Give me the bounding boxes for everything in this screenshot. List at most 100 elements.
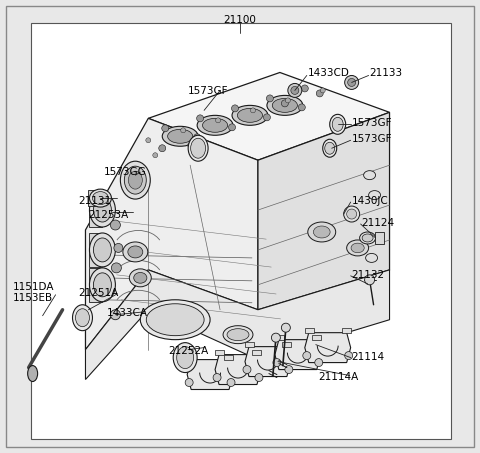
Ellipse shape	[191, 138, 205, 158]
Circle shape	[271, 333, 280, 342]
Polygon shape	[252, 350, 261, 355]
Polygon shape	[374, 232, 384, 244]
Ellipse shape	[223, 326, 253, 344]
Ellipse shape	[332, 117, 343, 131]
Polygon shape	[258, 112, 390, 310]
Text: 1433CD: 1433CD	[308, 68, 349, 78]
Ellipse shape	[146, 304, 204, 336]
Ellipse shape	[89, 189, 111, 207]
Text: 1573GF: 1573GF	[352, 134, 392, 145]
Polygon shape	[89, 268, 102, 302]
Ellipse shape	[369, 191, 381, 200]
Circle shape	[273, 359, 281, 366]
Ellipse shape	[238, 108, 263, 122]
Ellipse shape	[89, 193, 115, 227]
Ellipse shape	[360, 232, 375, 244]
Circle shape	[291, 87, 299, 94]
Polygon shape	[85, 118, 258, 350]
Ellipse shape	[123, 242, 148, 262]
Circle shape	[316, 90, 323, 97]
Circle shape	[344, 206, 360, 222]
Ellipse shape	[325, 142, 335, 154]
Circle shape	[281, 100, 288, 107]
Circle shape	[345, 76, 359, 89]
Ellipse shape	[351, 243, 364, 253]
Polygon shape	[148, 72, 390, 160]
Circle shape	[227, 379, 235, 386]
Text: 21132: 21132	[352, 270, 385, 280]
Polygon shape	[224, 355, 233, 360]
Polygon shape	[275, 335, 284, 340]
Circle shape	[264, 114, 270, 121]
Circle shape	[266, 95, 274, 102]
Circle shape	[180, 128, 186, 133]
Ellipse shape	[272, 98, 298, 112]
Ellipse shape	[94, 273, 111, 297]
Circle shape	[110, 220, 120, 230]
Circle shape	[251, 108, 255, 113]
Circle shape	[320, 88, 325, 93]
Circle shape	[315, 359, 323, 366]
Ellipse shape	[330, 114, 346, 134]
Polygon shape	[187, 355, 196, 360]
Bar	[31, 23, 451, 439]
Text: 21251A: 21251A	[79, 288, 119, 298]
Circle shape	[185, 379, 193, 386]
Text: 1430JC: 1430JC	[352, 196, 388, 206]
Circle shape	[110, 310, 120, 320]
Circle shape	[347, 209, 357, 219]
Circle shape	[301, 85, 308, 92]
Polygon shape	[282, 342, 291, 347]
Ellipse shape	[89, 268, 115, 302]
Ellipse shape	[134, 272, 147, 283]
Ellipse shape	[128, 171, 142, 189]
Text: 1433CA: 1433CA	[107, 308, 147, 318]
Text: 1573GF: 1573GF	[188, 87, 228, 96]
Circle shape	[216, 118, 220, 123]
Ellipse shape	[232, 106, 268, 125]
Text: 1573GF: 1573GF	[352, 118, 392, 128]
Polygon shape	[245, 342, 254, 347]
Circle shape	[288, 83, 302, 97]
Text: 21133: 21133	[370, 68, 403, 78]
Polygon shape	[88, 190, 100, 206]
Ellipse shape	[362, 234, 373, 242]
Ellipse shape	[323, 139, 336, 157]
Polygon shape	[215, 355, 261, 385]
Circle shape	[146, 138, 151, 143]
Ellipse shape	[177, 347, 193, 369]
Ellipse shape	[89, 233, 115, 267]
Circle shape	[243, 366, 251, 374]
Text: 21253A: 21253A	[88, 210, 129, 220]
Circle shape	[197, 115, 204, 122]
Ellipse shape	[94, 238, 111, 262]
Text: 21100: 21100	[224, 14, 256, 24]
Polygon shape	[312, 335, 321, 340]
Ellipse shape	[93, 192, 108, 205]
Circle shape	[153, 153, 158, 158]
Text: 21114: 21114	[352, 352, 385, 361]
Circle shape	[345, 352, 353, 360]
Polygon shape	[275, 340, 321, 370]
Ellipse shape	[168, 129, 193, 143]
Ellipse shape	[94, 198, 111, 222]
Polygon shape	[245, 347, 291, 376]
Circle shape	[299, 104, 305, 111]
Circle shape	[114, 243, 123, 252]
Circle shape	[162, 125, 168, 132]
Text: 1153EB: 1153EB	[12, 293, 53, 303]
Ellipse shape	[347, 240, 369, 256]
Polygon shape	[305, 333, 351, 362]
Ellipse shape	[313, 226, 330, 238]
Ellipse shape	[364, 171, 375, 180]
Ellipse shape	[75, 309, 89, 327]
Ellipse shape	[120, 161, 150, 199]
Circle shape	[286, 98, 290, 103]
Polygon shape	[305, 328, 314, 333]
Ellipse shape	[267, 96, 303, 116]
Text: 21131: 21131	[79, 196, 112, 206]
Text: 21124: 21124	[361, 218, 395, 228]
Polygon shape	[89, 233, 102, 267]
Ellipse shape	[366, 253, 378, 262]
Polygon shape	[89, 193, 102, 227]
